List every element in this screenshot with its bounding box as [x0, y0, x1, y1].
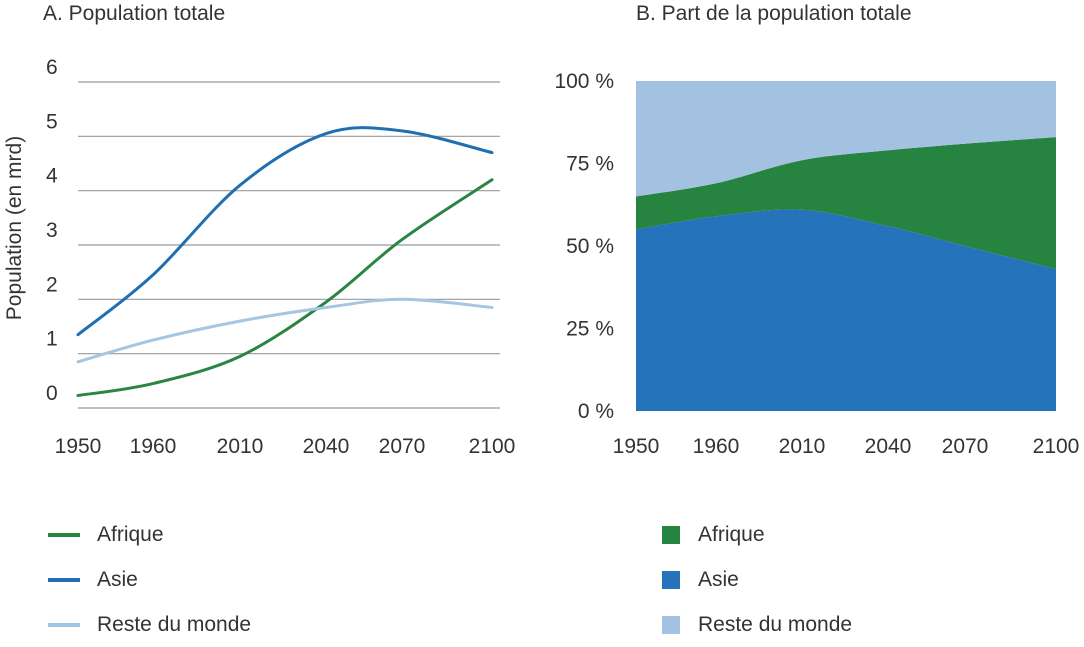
- x-tick-label: 2010: [217, 435, 264, 458]
- legend-swatch-asie: [662, 570, 680, 589]
- legend-item-asie: Asie: [662, 557, 852, 602]
- area-afrique: [636, 137, 1056, 270]
- legend-item-reste-du-monde: Reste du monde: [48, 602, 251, 647]
- x-tick-label: 1960: [130, 435, 177, 458]
- legend-label-asie: Asie: [97, 567, 138, 591]
- chart-a-legend: Afrique Asie Reste du monde: [48, 512, 251, 647]
- population-line-chart: 0 1 2 3 4 5 6 1950 1960 2010 2040 2070 2100 Populatio…: [3, 56, 516, 458]
- y-tick-label: 0: [46, 382, 58, 405]
- series-line-afrique: [76, 178, 494, 398]
- y-tick-label: 5: [46, 110, 58, 133]
- area-reste-du-monde: [636, 81, 1056, 197]
- chart-b-legend: Afrique Asie Reste du monde: [662, 512, 852, 647]
- x-tick-label: 2040: [865, 435, 912, 458]
- y-tick-label: 50 %: [566, 235, 614, 258]
- x-tick-label: 2100: [1033, 435, 1080, 458]
- series-line-asie: [76, 126, 494, 337]
- x-tick-label: 2100: [469, 435, 516, 458]
- y-tick-label: 6: [46, 56, 58, 79]
- legend-label-afrique: Afrique: [698, 522, 765, 546]
- legend-item-afrique: Afrique: [48, 512, 251, 557]
- legend-label-afrique: Afrique: [97, 522, 164, 546]
- legend-swatch-afrique: [48, 532, 80, 537]
- x-tick-label: 2010: [779, 435, 826, 458]
- legend-item-reste-du-monde: Reste du monde: [662, 602, 852, 647]
- y-tick-label: 100 %: [554, 70, 614, 93]
- legend-swatch-reste-du-monde: [662, 615, 680, 634]
- y-tick-label: 0 %: [578, 400, 614, 423]
- series-line-reste-du-monde: [76, 297, 494, 364]
- population-share-area-chart: 0 % 25 % 50 % 75 % 100 % 1950 1960 2010 2040 2070…: [554, 70, 1080, 458]
- y-tick-label: 4: [46, 165, 58, 188]
- legend-swatch-reste-du-monde: [48, 622, 80, 627]
- legend-label-asie: Asie: [698, 567, 739, 591]
- x-tick-label: 2070: [379, 435, 426, 458]
- legend-label-reste-du-monde: Reste du monde: [698, 612, 853, 636]
- chart-a-title: A. Population totale: [43, 2, 226, 25]
- legend-swatch-afrique: [662, 525, 680, 544]
- chart-b-title: B. Part de la population totale: [636, 2, 912, 25]
- legend-label-reste-du-monde: Reste du monde: [97, 612, 252, 636]
- y-tick-label: 1: [46, 328, 58, 351]
- y-tick-label: 75 %: [566, 153, 614, 176]
- legend-swatch-asie: [48, 577, 80, 582]
- x-tick-label: 1950: [55, 435, 102, 458]
- y-tick-label: 2: [46, 273, 58, 296]
- x-tick-label: 1950: [613, 435, 660, 458]
- x-tick-label: 1960: [693, 435, 740, 458]
- legend-item-asie: Asie: [48, 557, 251, 602]
- legend-item-afrique: Afrique: [662, 512, 852, 557]
- y-axis-label: Population (en mrd): [3, 136, 26, 320]
- y-tick-label: 3: [46, 219, 58, 242]
- x-tick-label: 2070: [942, 435, 989, 458]
- y-tick-label: 25 %: [566, 318, 614, 341]
- area-asie: [636, 209, 1056, 411]
- x-tick-label: 2040: [303, 435, 350, 458]
